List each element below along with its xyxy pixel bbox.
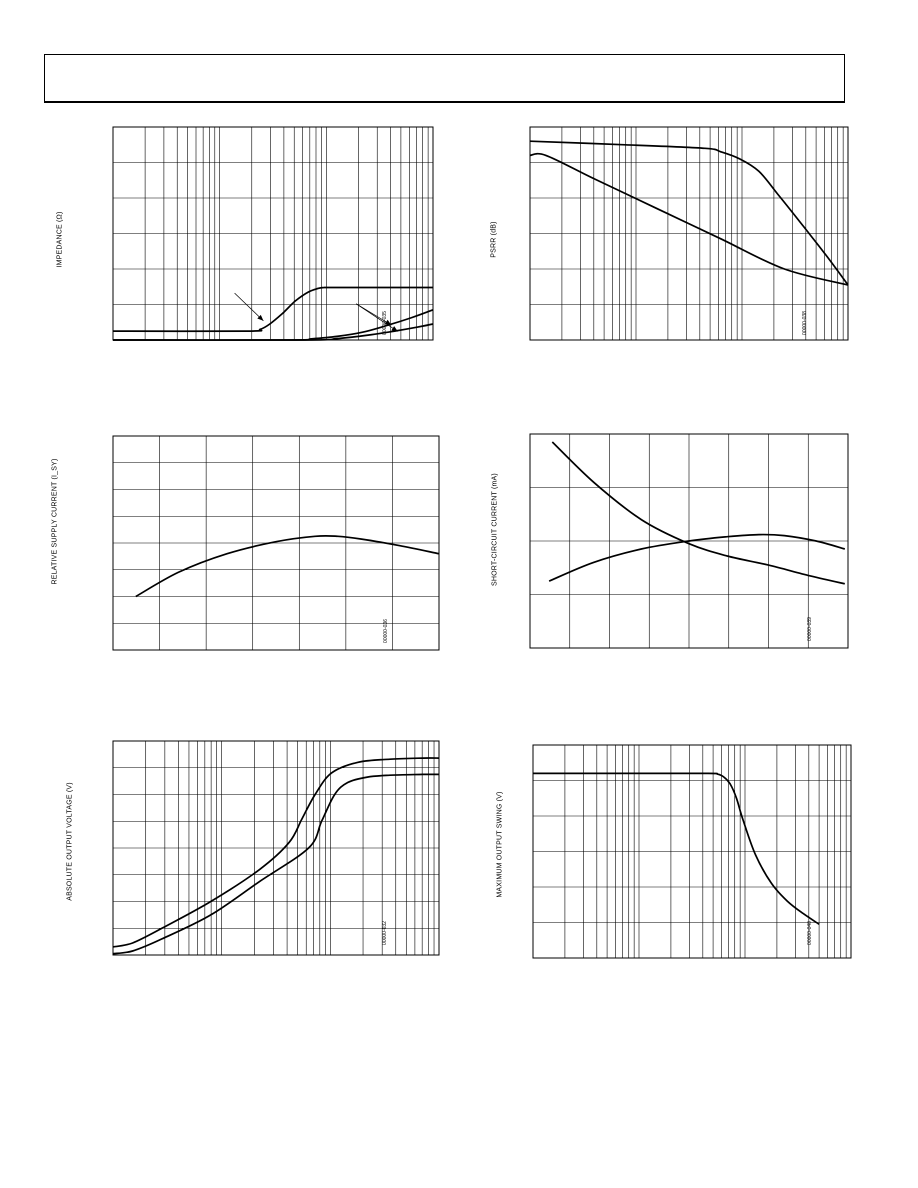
series-line-2: [548, 533, 846, 582]
series-line-1: [529, 140, 849, 286]
page-header-box: [44, 54, 845, 103]
series-line-1: [135, 534, 440, 598]
y-axis-label: RELATIVE SUPPLY CURRENT (I_SY): [52, 447, 59, 597]
figure-id: 00000-040: [806, 921, 813, 945]
series-line-3: [112, 323, 434, 341]
series-line-1: [112, 286, 433, 333]
annotation-arrowhead-3: [391, 326, 398, 332]
psrr-chart: PSRR (dB) 00000-038: [480, 120, 849, 360]
figure-id: 00000-032: [381, 921, 388, 945]
series-line-2: [529, 152, 849, 286]
chart-plot: [112, 126, 434, 341]
series-line-2: [112, 773, 440, 955]
supply-current-chart: RELATIVE SUPPLY CURRENT (I_SY) 00000-036: [52, 430, 440, 670]
chart-plot: [529, 126, 849, 341]
chart-plot: [532, 744, 852, 959]
chart-plot: [112, 740, 440, 956]
y-axis-label-text: RELATIVE SUPPLY CURRENT (I_SY): [51, 458, 59, 585]
figure-id: 00000-039: [806, 617, 813, 641]
series-line-1: [551, 441, 845, 585]
annotation-arrowhead-1: [257, 314, 264, 321]
series-line-1: [112, 757, 440, 948]
output-swing-chart: MAXIMUM OUTPUT SWING (V) 00000-040: [480, 735, 852, 975]
short-circuit-current-chart: SHORT-CIRCUIT CURRENT (mA) 00000-039: [480, 430, 849, 670]
annotation-arrow-1: [234, 292, 264, 322]
annotation-arrow-3: [356, 303, 398, 332]
series-line-1: [533, 772, 820, 925]
impedance-chart: IMPEDANCE (Ω) 00000-035: [57, 120, 434, 360]
output-voltage-chart: ABSOLUTE OUTPUT VOLTAGE (V) 00000-032: [60, 735, 440, 975]
chart-plot: [112, 435, 440, 651]
figure-id: 00000-036: [382, 619, 389, 643]
figure-id: 00000-035: [381, 311, 388, 335]
figure-id: 00000-038: [801, 311, 808, 335]
chart-plot: [529, 433, 849, 649]
